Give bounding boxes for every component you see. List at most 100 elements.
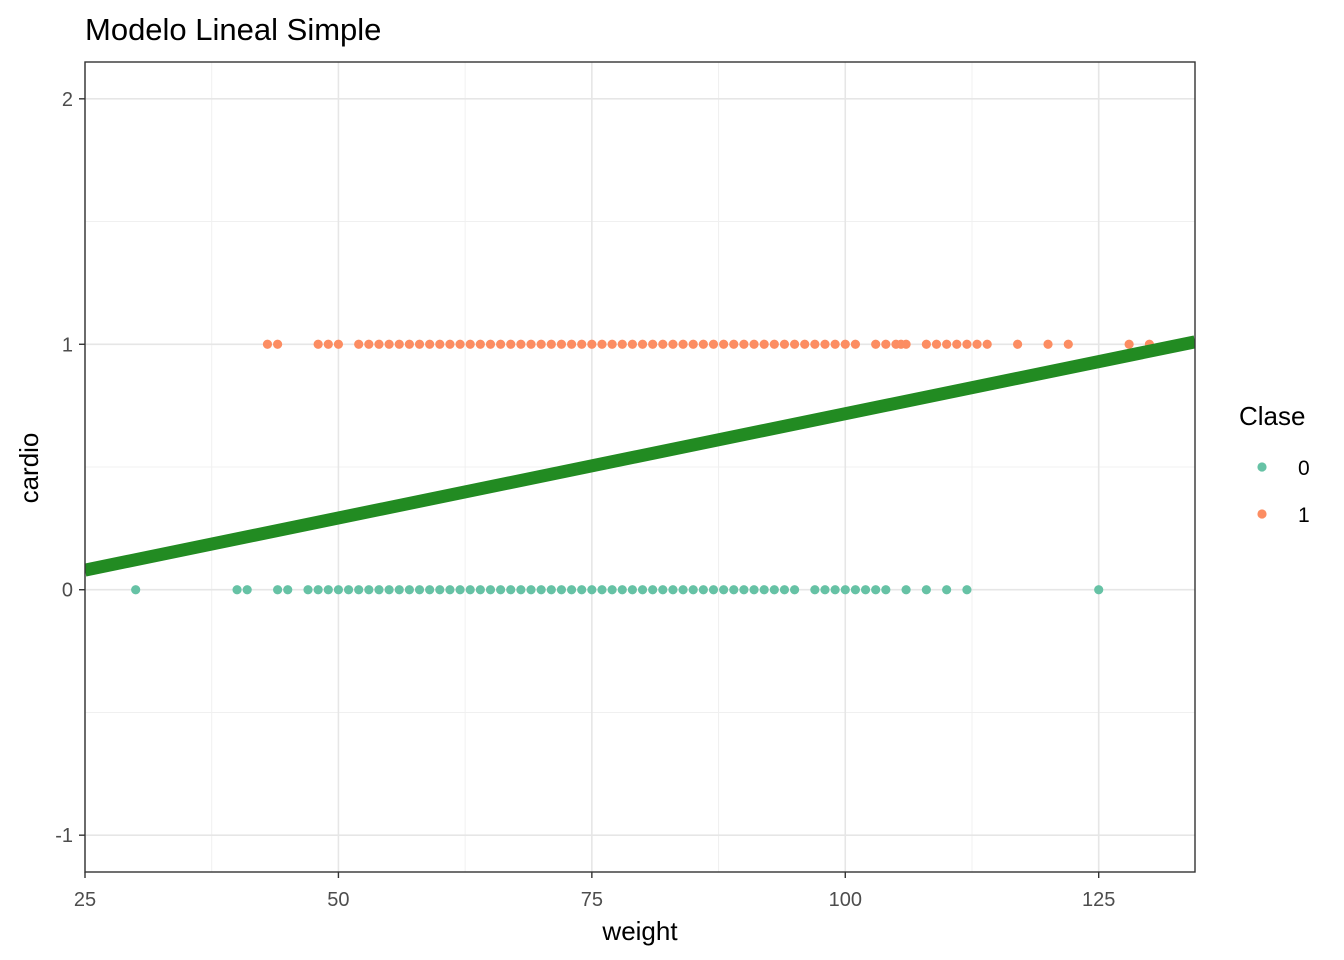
x-tick-label: 125 [1082,889,1115,911]
x-tick-label: 50 [327,889,349,911]
data-point-clase-0 [810,585,820,595]
data-point-clase-1 [526,339,536,349]
data-point-clase-0 [708,585,719,595]
data-point-clase-1 [364,339,374,349]
data-point-clase-1 [577,339,587,349]
data-point-clase-0 [343,585,354,595]
data-point-clase-1 [496,339,506,349]
data-point-clase-1 [404,339,414,349]
legend: Clase 0 1 [1239,401,1310,527]
data-point-clase-0 [577,585,587,595]
data-point-clase-1 [871,339,881,349]
data-point-clase-0 [739,585,749,595]
data-point-clase-1 [627,339,637,349]
data-point-clase-1 [881,339,891,349]
regression-line [85,335,1195,577]
data-point-clase-0 [384,585,394,595]
data-point-clase-0 [769,585,779,595]
data-point-clase-1 [506,339,516,349]
data-point-clase-1 [607,339,617,349]
legend-title: Clase [1239,401,1305,431]
data-point-clase-1 [942,339,952,349]
legend-key-0 [1257,462,1267,472]
data-point-clase-1 [465,339,475,349]
data-point-clase-0 [658,585,668,595]
data-point-clase-0 [242,585,252,595]
data-point-clase-0 [465,585,475,595]
data-point-clase-1 [475,339,485,349]
data-point-clase-0 [678,585,688,595]
data-point-clase-1 [1124,339,1134,349]
data-point-clase-1 [485,339,496,349]
data-point-clase-1 [678,339,688,349]
plot-area [85,335,1195,595]
x-tick-label: 75 [581,889,603,911]
data-point-clase-1 [668,339,678,349]
data-point-clase-0 [789,585,800,595]
data-point-clase-1 [820,339,830,349]
data-point-clase-0 [435,585,445,595]
data-point-clase-1 [739,339,749,349]
legend-label-1: 1 [1298,504,1310,527]
data-point-clase-0 [901,585,911,595]
data-point-clase-0 [394,585,404,595]
data-point-clase-1 [800,339,810,349]
x-axis: 25 50 75 100 125 [74,872,1115,911]
y-tick-label: 2 [62,89,73,111]
data-point-clase-0 [850,585,861,595]
data-point-clase-1 [921,339,931,349]
panel-border [84,61,1196,873]
data-point-clase-1 [729,339,739,349]
data-point-clase-0 [283,585,293,595]
data-point-clase-1 [759,339,769,349]
data-point-clase-1 [719,339,729,349]
data-point-clase-1 [273,339,283,349]
legend-key-1 [1257,509,1267,519]
data-point-clase-1 [1043,339,1053,349]
chart-title: Modelo Lineal Simple [85,12,381,47]
data-point-clase-0 [323,585,333,595]
data-point-clase-1 [658,339,668,349]
data-point-clase-0 [719,585,729,595]
data-point-clase-0 [962,585,972,595]
data-point-clase-1 [445,339,455,349]
data-point-clase-0 [445,585,455,595]
data-point-clase-0 [232,585,242,595]
data-point-clase-0 [303,585,313,595]
data-point-clase-1 [637,339,648,349]
data-point-clase-1 [617,339,627,349]
y-tick-label: -1 [55,825,73,847]
data-point-clase-1 [1013,339,1023,349]
data-point-clase-1 [313,339,323,349]
data-point-clase-1 [455,339,465,349]
data-point-clase-1 [982,339,992,349]
data-point-clase-1 [749,339,759,349]
data-point-clase-1 [810,339,820,349]
data-point-clase-0 [607,585,617,595]
data-point-clase-0 [404,585,414,595]
data-point-clase-1 [830,339,840,349]
data-point-clase-0 [830,585,840,595]
data-point-clase-0 [333,585,344,595]
y-tick-label: 1 [62,334,73,356]
data-point-clase-0 [617,585,627,595]
data-point-clase-0 [820,585,830,595]
data-point-clase-0 [273,585,283,595]
data-point-clase-0 [942,585,952,595]
data-point-clase-1 [546,339,556,349]
data-point-clase-0 [496,585,506,595]
data-point-clase-0 [556,585,567,595]
data-point-clase-0 [546,585,556,595]
data-point-clase-0 [455,585,465,595]
data-point-clase-0 [881,585,891,595]
data-point-clase-0 [597,585,607,595]
data-point-clase-1 [901,339,911,349]
data-point-clase-1 [425,339,435,349]
data-point-clase-1 [698,339,708,349]
data-point-clase-0 [688,585,698,595]
data-point-clase-0 [840,585,850,595]
data-point-clase-1 [414,339,425,349]
data-point-clase-1 [972,339,982,349]
data-point-clase-0 [566,585,577,595]
